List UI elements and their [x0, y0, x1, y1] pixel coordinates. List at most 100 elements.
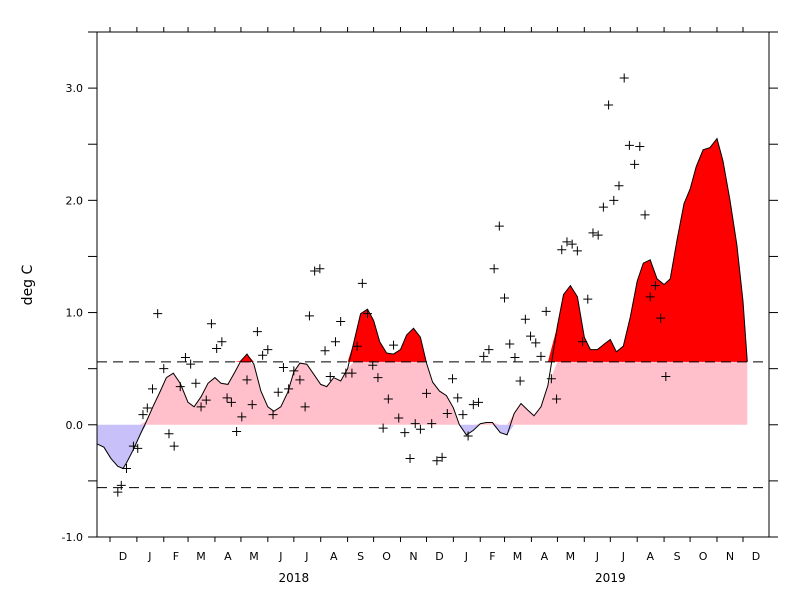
observation-point [541, 306, 551, 316]
y-tick-label: 1.0 [66, 307, 84, 320]
observation-point [263, 345, 273, 355]
x-month-label: A [646, 550, 654, 563]
observation-point [352, 341, 362, 351]
observation-point [232, 427, 242, 437]
x-month-label: A [541, 550, 549, 563]
x-month-label: M [249, 550, 259, 563]
observation-point [368, 360, 378, 370]
observation-point [347, 368, 357, 378]
observation-point [567, 239, 577, 249]
smoothed-series [96, 137, 748, 470]
y-tick-label: -1.0 [62, 531, 83, 544]
observation-point [583, 294, 593, 304]
observation-point [432, 456, 442, 466]
observation-point [284, 384, 294, 394]
observation-point [363, 309, 373, 319]
observation-point [635, 141, 645, 151]
observation-point [373, 373, 383, 383]
observation-point [505, 339, 515, 349]
y-axis: -1.0 0.0 1.0 2.0 3.0 [62, 31, 778, 544]
above-threshold-fill [97, 138, 748, 362]
x-month-label: O [699, 550, 708, 563]
observation-point [289, 366, 299, 376]
observation-point [630, 159, 640, 169]
observation-point [273, 387, 283, 397]
observation-point [330, 337, 340, 347]
observation-point [661, 372, 671, 382]
observation-point [405, 453, 415, 463]
observation-point [159, 364, 169, 374]
observation-point [121, 464, 131, 474]
observation-point [258, 350, 268, 360]
observation-point [295, 375, 305, 385]
observation-point [609, 195, 619, 205]
x-month-label: D [119, 550, 127, 563]
observation-point [421, 388, 431, 398]
observation-point [315, 264, 325, 274]
observation-point [458, 410, 468, 420]
x-month-label: M [566, 550, 576, 563]
observation-point [252, 327, 262, 337]
observation-point [196, 402, 206, 412]
observation-point [415, 424, 425, 434]
observation-point [180, 352, 190, 362]
observation-point [442, 409, 452, 419]
observation-point [515, 376, 525, 386]
observation-point [116, 480, 126, 490]
x-month-label: M [196, 550, 206, 563]
x-month-label: N [726, 550, 734, 563]
observation-point [614, 181, 624, 191]
smoothed-line [96, 137, 748, 470]
x-month-label: J [304, 550, 308, 563]
observation-point [437, 452, 447, 462]
observation-point [304, 311, 314, 321]
observation-point [237, 412, 247, 422]
x-month-label: O [382, 550, 391, 563]
observation-point [588, 228, 598, 238]
observation-point [325, 372, 335, 382]
observation-point [222, 393, 232, 403]
observation-point [201, 395, 211, 405]
x-month-label: D [435, 550, 443, 563]
x-month-label: J [464, 550, 468, 563]
observation-point [578, 337, 588, 347]
observation-point [500, 293, 510, 303]
observation-point [268, 410, 278, 420]
x-month-label: A [224, 550, 232, 563]
observation-point [484, 345, 494, 355]
observation-point [247, 400, 257, 410]
observation-point [557, 245, 567, 255]
observation-point [278, 363, 288, 373]
x-year-label: 2018 [279, 571, 310, 585]
observation-point [310, 266, 320, 276]
observation-point [572, 246, 582, 256]
anomaly-fill [97, 138, 748, 469]
observation-point [142, 403, 152, 413]
x-month-label: J [147, 550, 151, 563]
y-axis-title: deg C [20, 264, 36, 305]
observation-point [531, 338, 541, 348]
observation-point [357, 278, 367, 288]
observation-point [645, 292, 655, 302]
plot-frame [96, 31, 770, 538]
observation-point [186, 359, 196, 369]
observation-point [448, 374, 458, 384]
observation-point [389, 340, 399, 350]
observation-point [133, 443, 143, 453]
observation-series [113, 73, 671, 497]
observation-point [394, 413, 404, 423]
x-month-label: F [489, 550, 495, 563]
x-month-label: N [409, 550, 417, 563]
observation-point [624, 140, 634, 150]
observation-point [128, 441, 138, 451]
observation-point [640, 210, 650, 220]
observation-point [336, 317, 346, 327]
observation-point [489, 264, 499, 274]
observation-point [427, 419, 437, 429]
observation-point [619, 73, 629, 83]
y-tick-label: 3.0 [66, 82, 84, 95]
observation-point [479, 351, 489, 361]
observation-point [400, 428, 410, 438]
x-year-label: 2019 [595, 571, 626, 585]
y-tick-label: 2.0 [66, 194, 84, 207]
